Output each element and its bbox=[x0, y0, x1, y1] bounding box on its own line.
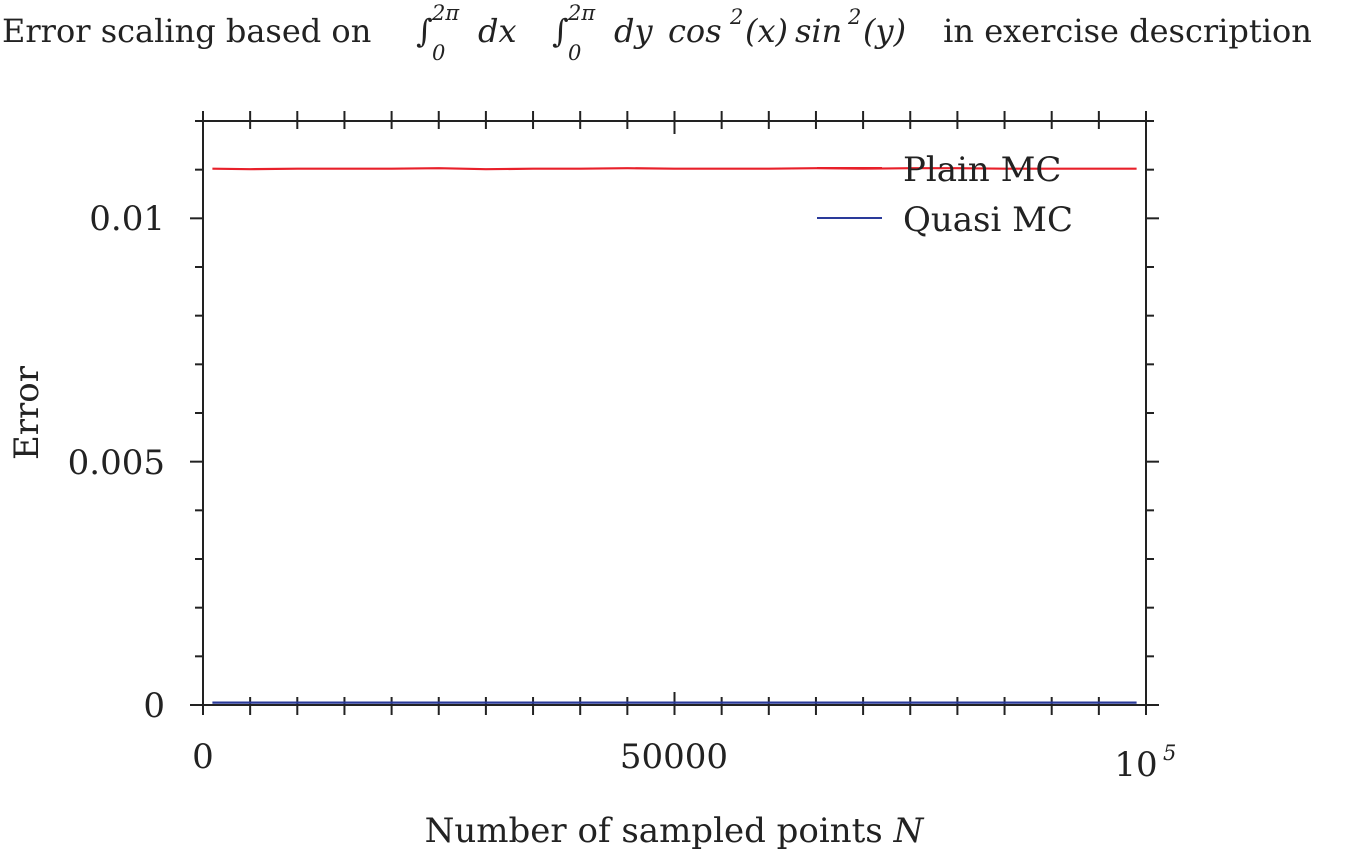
legend: Plain MC Quasi MC bbox=[817, 150, 1073, 240]
integral-1-upper: 2π bbox=[431, 1, 460, 25]
y-axis-label: Error bbox=[7, 365, 47, 460]
integrand-b: sin bbox=[795, 12, 842, 50]
y-tick-label-0: 0 bbox=[143, 686, 165, 726]
x-tick-label-1: 50000 bbox=[620, 737, 728, 777]
integrand-b-exp: 2 bbox=[847, 5, 861, 29]
title-suffix: in exercise description bbox=[933, 12, 1312, 50]
x-axis-ticks bbox=[202, 111, 1147, 715]
integrand-b-arg: (y) bbox=[863, 12, 906, 50]
chart-title: Error scaling based on ∫ 2π 0 dx ∫ 2π 0 … bbox=[2, 1, 1312, 65]
x-axis-label-var: N bbox=[893, 811, 925, 851]
integrand-a: cos bbox=[668, 12, 722, 50]
integral-2-var: dy bbox=[614, 12, 653, 50]
y-tick-label-1: 0.005 bbox=[68, 443, 165, 483]
x-axis-label: Number of sampled points N bbox=[425, 811, 925, 851]
integral-1-var: dx bbox=[478, 12, 517, 50]
integral-sign-1: ∫ bbox=[416, 12, 433, 50]
integral-1-lower: 0 bbox=[432, 41, 445, 65]
y-axis-ticks bbox=[190, 120, 1159, 706]
legend-label-quasi-mc: Quasi MC bbox=[903, 200, 1073, 240]
x-tick-label-2: 10 bbox=[1114, 745, 1157, 785]
title-prefix: Error scaling based on bbox=[2, 12, 371, 50]
integral-sign-2: ∫ bbox=[552, 12, 569, 50]
integral-2-lower: 0 bbox=[568, 41, 581, 65]
series-line-plain-mc bbox=[212, 167, 1137, 171]
x-tick-label-0: 0 bbox=[192, 737, 214, 777]
x-axis-label-text: Number of sampled points bbox=[425, 811, 894, 851]
x-tick-label-2-exp: 5 bbox=[1163, 741, 1176, 765]
y-tick-label-2: 0.01 bbox=[89, 199, 165, 239]
legend-label-plain-mc: Plain MC bbox=[903, 150, 1061, 190]
integral-2-upper: 2π bbox=[567, 1, 596, 25]
series-layer bbox=[212, 167, 1137, 704]
integrand-a-exp: 2 bbox=[729, 5, 743, 29]
integrand-a-arg: (x) bbox=[745, 12, 788, 50]
